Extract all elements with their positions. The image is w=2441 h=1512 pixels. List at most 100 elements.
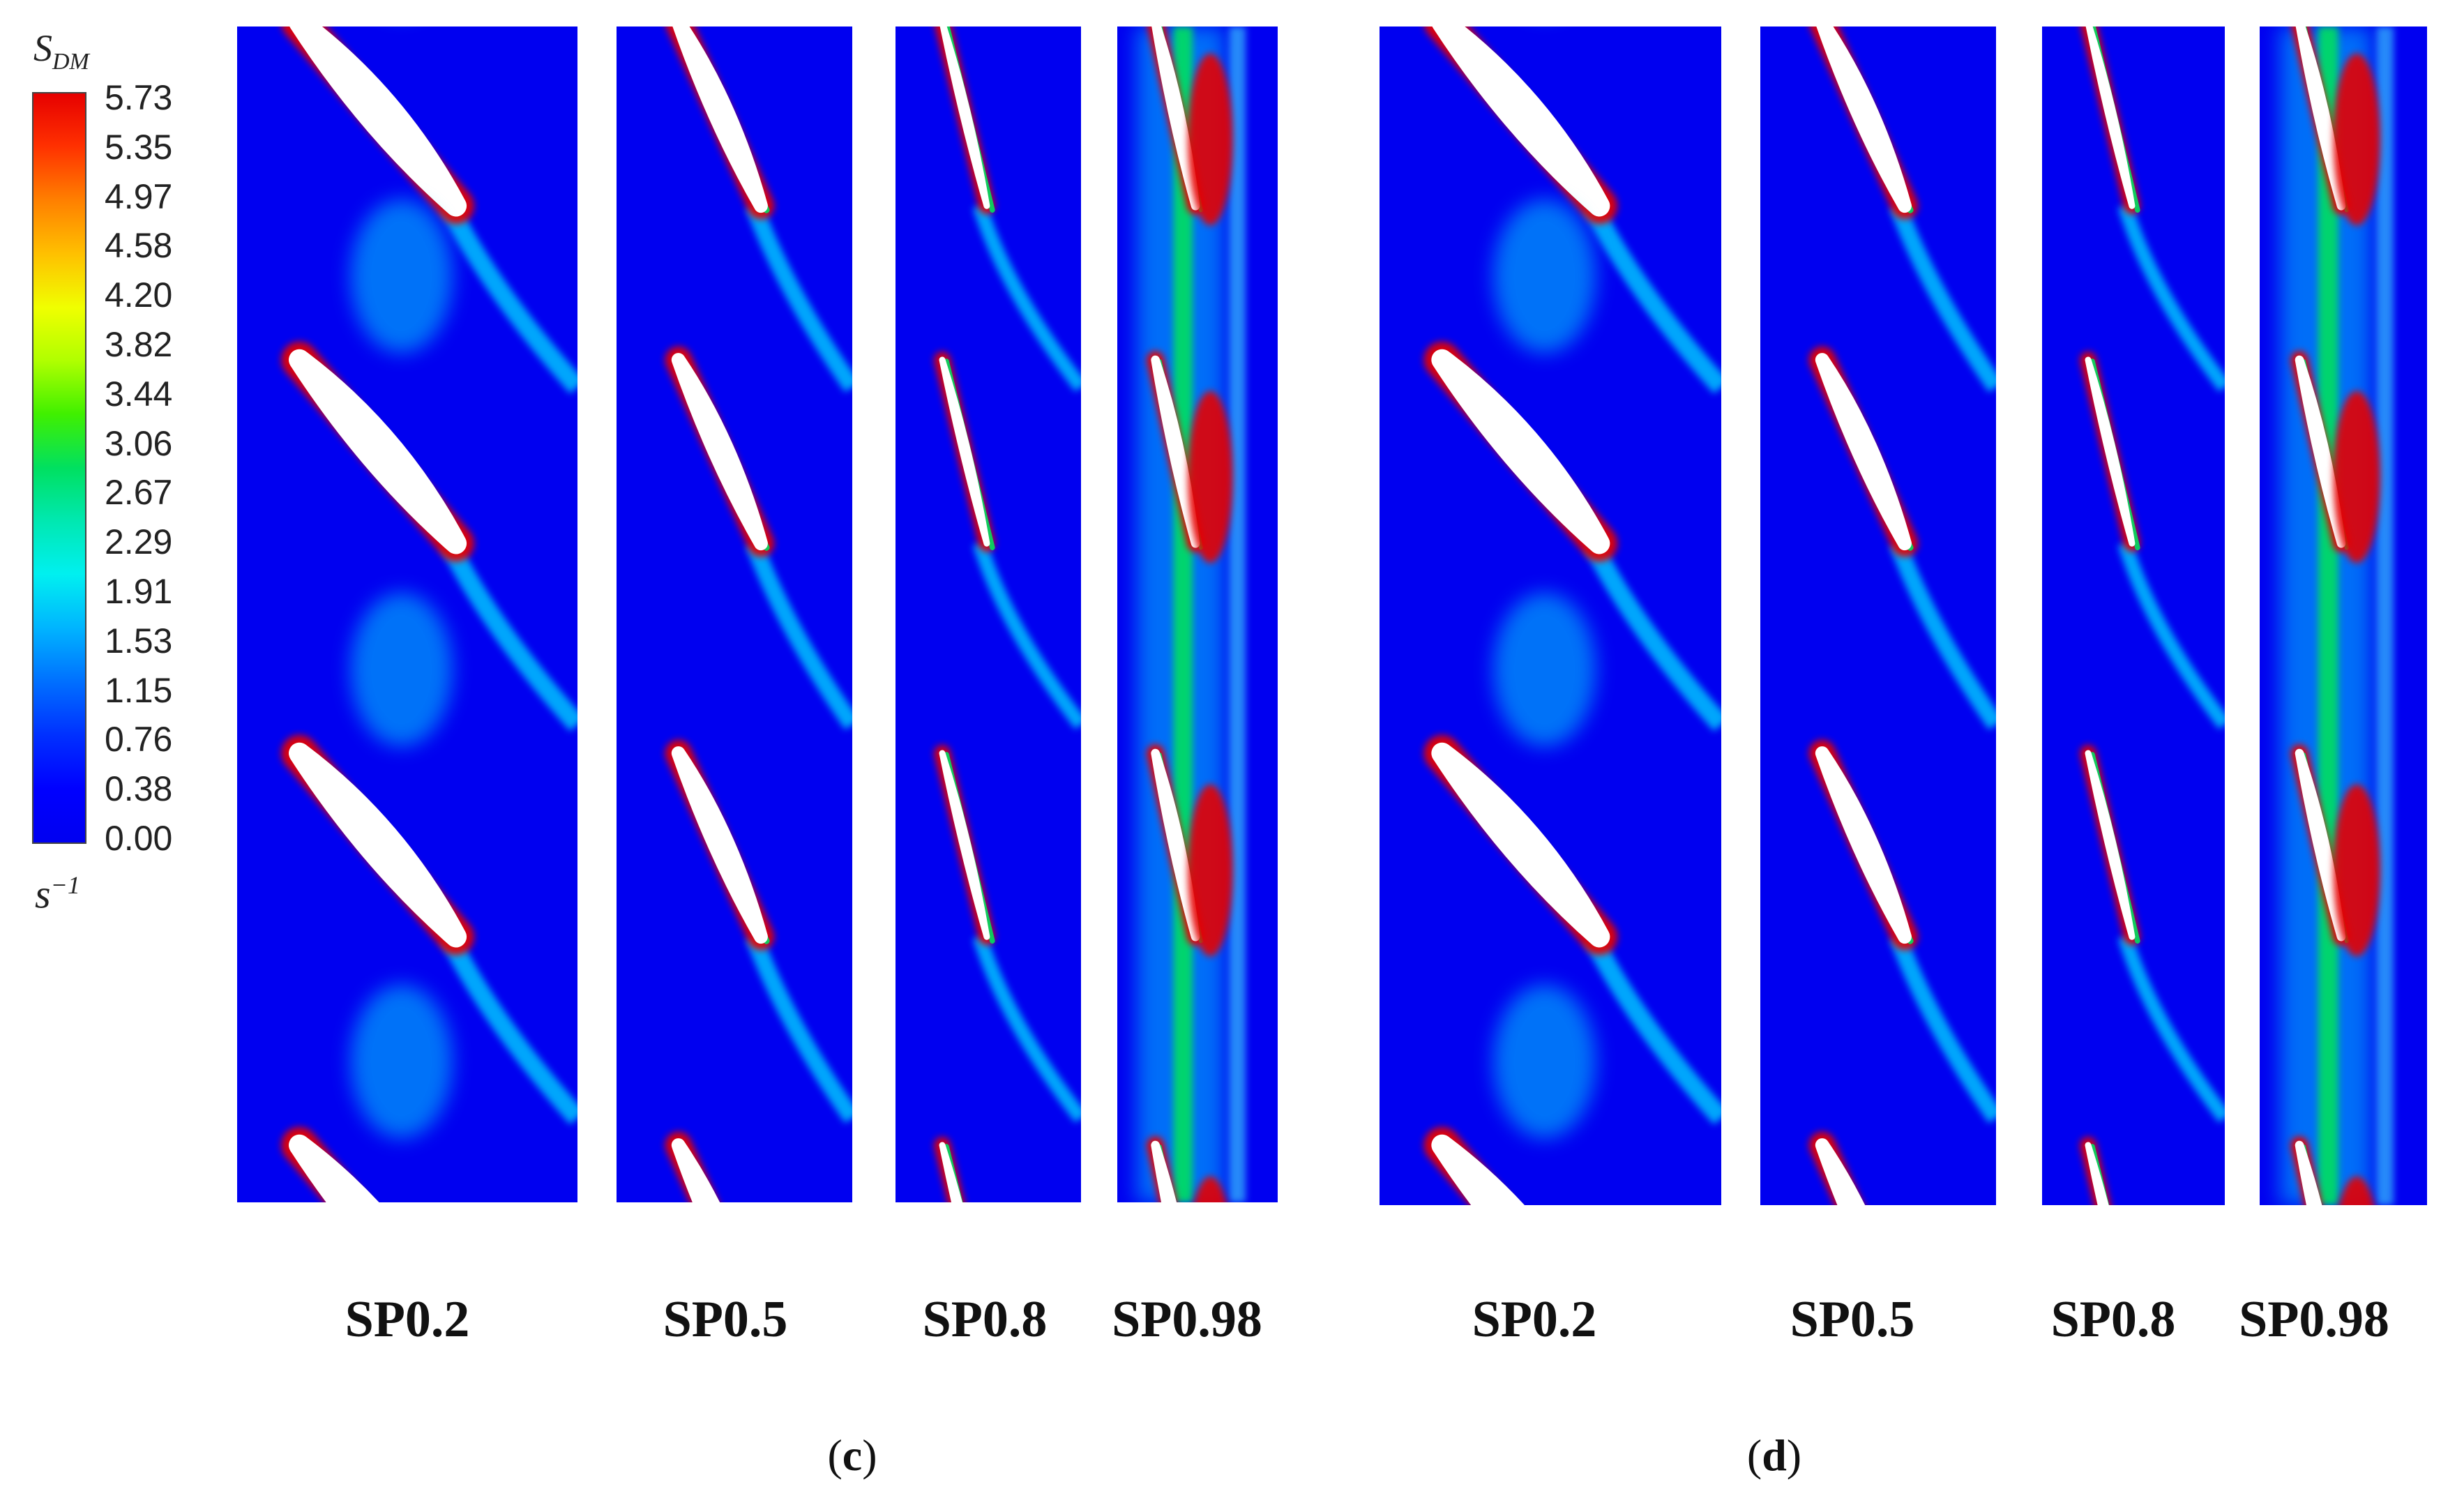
wake-streak [2117,204,2225,392]
subfigure-label-c: (c) [827,1430,877,1480]
wake-core [2318,27,2338,1205]
blade [289,742,467,948]
sp-label-d-1: SP0.5 [1790,1291,1915,1348]
colorbar-tick: 3.06 [105,423,173,463]
wake-streak [972,935,1081,1123]
wake-red-zone [1188,391,1233,564]
colorbar-tick: 4.58 [105,226,173,266]
colorbar-tick: 0.76 [105,720,173,759]
blade [2085,356,2136,547]
blade [2295,27,2346,211]
separation-cloud [350,985,453,1138]
colorbar-tick: 2.67 [105,473,173,513]
blade [939,750,990,940]
wake-red-zone [1194,1176,1227,1202]
separation-cloud [350,199,453,353]
blade [1432,27,1610,217]
blade [1151,355,1200,548]
wake-streak [2117,935,2225,1123]
colorbar-tick: 1.53 [105,621,173,660]
wake-streak [1889,540,1996,730]
blade [2295,355,2346,548]
colorbar-tick: 2.29 [105,522,173,562]
wake-red-zone [2333,784,2380,957]
wake-streak [972,204,1081,392]
blade [2085,1142,2109,1205]
blade [2085,750,2136,940]
wake-core [1173,27,1193,1202]
blade [1431,349,1610,554]
colorbar-tick: 4.97 [105,176,173,216]
blade [1151,27,1200,211]
wake-streak [746,540,852,730]
separation-cloud [1493,985,1596,1138]
sp-label-c-2: SP0.8 [922,1291,1048,1348]
subfigure-label-d: (d) [1746,1430,1802,1480]
sp-label-d-3: SP0.98 [2239,1291,2389,1348]
wake-red-zone [2333,53,2380,226]
colorbar-tick: 4.20 [105,275,173,315]
blade [2295,1140,2322,1205]
sp-label-d-2: SP0.8 [2050,1291,2176,1348]
wake-streak [1583,932,1721,1125]
panel-d-sp0.98 [2260,27,2427,1205]
wake-streak [746,202,852,393]
blade [672,27,768,213]
panel-d-sp0.5 [1760,27,1996,1205]
colorbar-tick: 3.82 [105,325,173,364]
panel-c-sp0.98 [1117,27,1278,1202]
wake-red-zone [2339,1176,2375,1205]
blade [2295,748,2346,942]
blade [1151,748,1200,942]
blade [1815,353,1912,551]
wake-streak [440,539,577,732]
blade [939,27,990,209]
colorbar [32,92,86,844]
blade [671,353,768,551]
wake-streak [1889,202,1996,393]
blade [671,1138,720,1202]
colorbar-tick: 0.00 [105,819,173,858]
field-background [617,27,852,1202]
wake-streak [1583,202,1721,394]
sp-label-c-3: SP0.98 [1112,1291,1262,1348]
blade [671,746,768,944]
panel-c-sp0.5 [617,27,852,1202]
blade [1816,27,1912,213]
blade [289,1134,379,1202]
blade [1151,1140,1177,1202]
panel-c-sp0.2 [237,27,577,1202]
sp-label-c-1: SP0.5 [663,1291,788,1348]
blade [1431,742,1610,948]
blade [2085,27,2136,209]
panel-d-sp0.2 [1380,27,1721,1205]
separation-cloud [1493,593,1596,746]
wake-streak [440,202,577,394]
separation-cloud [350,593,453,746]
colorbar-tick: 1.15 [105,670,173,710]
wake-edge [1230,27,1246,1202]
wake-red-zone [1188,784,1233,957]
panel-c-sp0.8 [895,27,1081,1202]
wake-red-zone [1188,53,1233,226]
colorbar-tick: 5.35 [105,127,173,167]
wake-streak [972,541,1081,729]
colorbar-title: SDM [33,27,89,75]
colorbar-tick: 0.38 [105,769,173,809]
blade [1431,1134,1525,1205]
blade [1815,1138,1866,1205]
colorbar-tick: 1.91 [105,572,173,611]
panel-d-sp0.8 [2042,27,2225,1205]
blade [289,27,467,217]
wake-red-zone [2333,391,2380,564]
blade [939,356,990,547]
wake-streak [440,932,577,1125]
blade [1815,746,1912,944]
wake-streak [1583,539,1721,732]
colorbar-unit: s−1 [35,871,80,917]
wake-edge [2377,27,2394,1205]
wake-streak [746,933,852,1124]
wake-streak [1889,933,1996,1124]
wake-streak [2117,541,2225,729]
sp-label-c-0: SP0.2 [345,1291,470,1348]
